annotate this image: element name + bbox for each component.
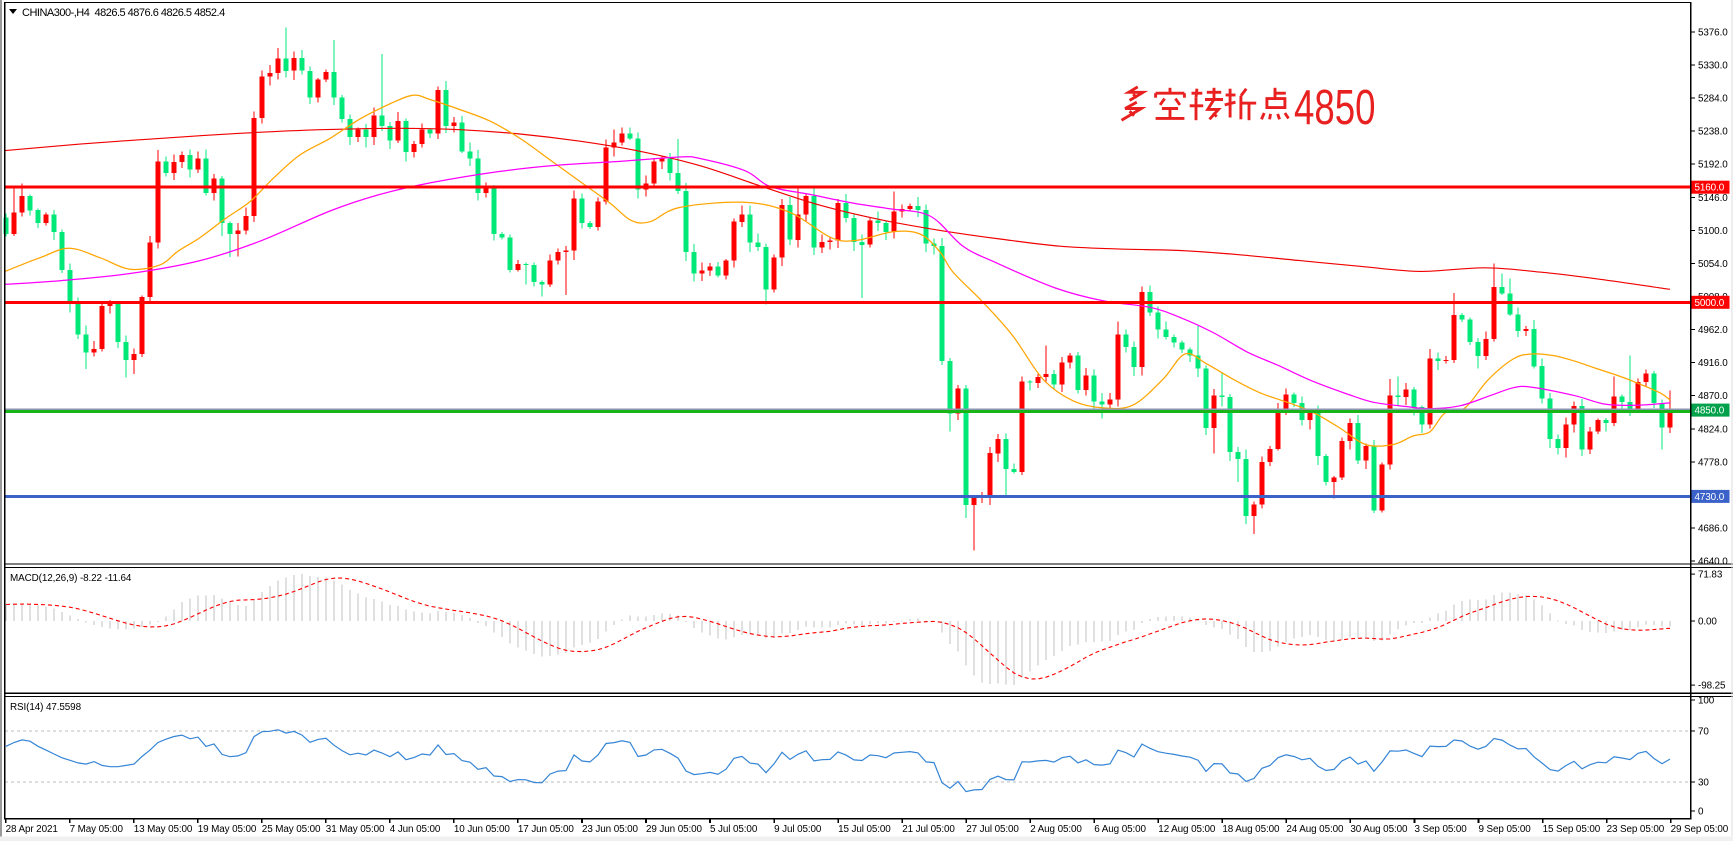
svg-text:100: 100 <box>1698 696 1715 707</box>
svg-text:21 Jul 05:00: 21 Jul 05:00 <box>902 824 955 835</box>
svg-text:13 May 05:00: 13 May 05:00 <box>134 824 193 835</box>
svg-text:17 Jun 05:00: 17 Jun 05:00 <box>518 824 575 835</box>
svg-text:5000.0: 5000.0 <box>1695 298 1725 309</box>
svg-text:5160.0: 5160.0 <box>1695 183 1725 194</box>
svg-text:6 Aug 05:00: 6 Aug 05:00 <box>1094 824 1146 835</box>
svg-text:4 Jun 05:00: 4 Jun 05:00 <box>390 824 441 835</box>
svg-text:71.83: 71.83 <box>1698 570 1723 581</box>
svg-text:28 Apr 2021: 28 Apr 2021 <box>6 824 59 835</box>
svg-text:23 Jun 05:00: 23 Jun 05:00 <box>582 824 639 835</box>
svg-text:0: 0 <box>1698 807 1704 818</box>
svg-text:19 May 05:00: 19 May 05:00 <box>198 824 257 835</box>
svg-text:CHINA300-,H4 4826.5 4876.6 48: CHINA300-,H4 4826.5 4876.6 4826.5 4852.4 <box>22 7 225 19</box>
svg-text:0.00: 0.00 <box>1698 617 1717 628</box>
svg-text:12 Aug 05:00: 12 Aug 05:00 <box>1158 824 1216 835</box>
svg-text:-98.25: -98.25 <box>1698 681 1726 692</box>
svg-text:5146.0: 5146.0 <box>1698 193 1728 204</box>
svg-text:5376.0: 5376.0 <box>1698 28 1728 39</box>
svg-text:4962.0: 4962.0 <box>1698 325 1728 336</box>
svg-text:27 Jul 05:00: 27 Jul 05:00 <box>966 824 1019 835</box>
svg-text:7 May 05:00: 7 May 05:00 <box>70 824 124 835</box>
svg-text:24 Aug 05:00: 24 Aug 05:00 <box>1286 824 1344 835</box>
svg-text:10 Jun 05:00: 10 Jun 05:00 <box>454 824 511 835</box>
svg-text:5 Jul 05:00: 5 Jul 05:00 <box>710 824 758 835</box>
svg-text:3 Sep 05:00: 3 Sep 05:00 <box>1415 824 1468 835</box>
svg-text:4916.0: 4916.0 <box>1698 358 1728 369</box>
svg-text:4640.0: 4640.0 <box>1698 557 1728 568</box>
svg-text:4824.0: 4824.0 <box>1698 424 1728 435</box>
svg-text:4778.0: 4778.0 <box>1698 457 1728 468</box>
svg-text:18 Aug 05:00: 18 Aug 05:00 <box>1222 824 1280 835</box>
svg-text:4686.0: 4686.0 <box>1698 524 1728 535</box>
svg-text:29 Jun 05:00: 29 Jun 05:00 <box>646 824 703 835</box>
svg-text:5192.0: 5192.0 <box>1698 160 1728 171</box>
svg-text:2 Aug 05:00: 2 Aug 05:00 <box>1030 824 1082 835</box>
svg-text:5330.0: 5330.0 <box>1698 61 1728 72</box>
svg-text:MACD(12,26,9) -8.22 -11.64: MACD(12,26,9) -8.22 -11.64 <box>10 573 132 584</box>
svg-text:RSI(14) 47.5598: RSI(14) 47.5598 <box>10 702 82 713</box>
svg-text:9 Jul 05:00: 9 Jul 05:00 <box>774 824 822 835</box>
svg-text:5054.0: 5054.0 <box>1698 259 1728 270</box>
svg-text:29 Sep 05:00: 29 Sep 05:00 <box>1671 824 1729 835</box>
svg-text:4870.0: 4870.0 <box>1698 391 1728 402</box>
svg-text:5100.0: 5100.0 <box>1698 226 1728 237</box>
svg-text:30 Aug 05:00: 30 Aug 05:00 <box>1350 824 1408 835</box>
svg-text:15 Sep 05:00: 15 Sep 05:00 <box>1543 824 1601 835</box>
svg-text:5238.0: 5238.0 <box>1698 127 1728 138</box>
svg-text:30: 30 <box>1698 778 1709 789</box>
svg-text:4850.0: 4850.0 <box>1695 406 1725 417</box>
svg-text:31 May 05:00: 31 May 05:00 <box>326 824 385 835</box>
svg-text:4850: 4850 <box>1294 81 1375 136</box>
svg-text:23 Sep 05:00: 23 Sep 05:00 <box>1607 824 1665 835</box>
svg-text:25 May 05:00: 25 May 05:00 <box>262 824 321 835</box>
svg-text:70: 70 <box>1698 727 1709 738</box>
svg-text:5284.0: 5284.0 <box>1698 94 1728 105</box>
svg-text:9 Sep 05:00: 9 Sep 05:00 <box>1479 824 1532 835</box>
svg-text:4730.0: 4730.0 <box>1695 492 1725 503</box>
svg-text:15 Jul 05:00: 15 Jul 05:00 <box>838 824 891 835</box>
